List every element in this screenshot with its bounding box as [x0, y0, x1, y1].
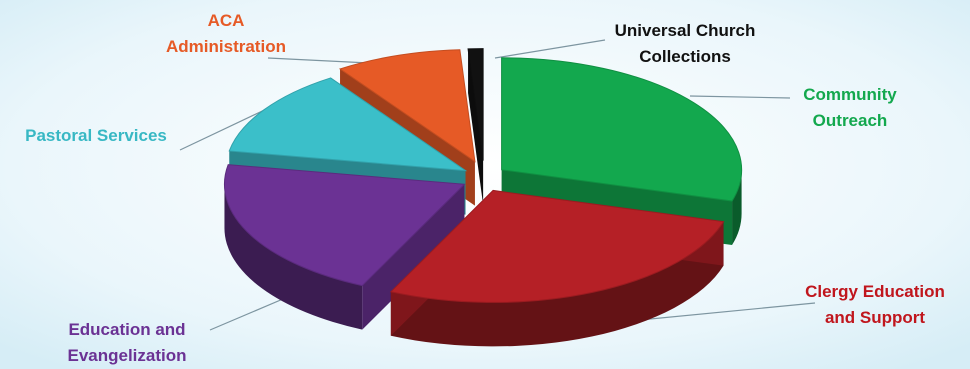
leader-line-clergy-education-and-support — [639, 302, 816, 321]
slice-pastoral-services — [228, 77, 468, 172]
slice-label-line: Evangelization — [67, 346, 186, 365]
slice-label-community-outreach: Community Outreach — [803, 85, 897, 130]
slice-side-clergy-education-and-support — [390, 221, 724, 347]
slice-label-aca-administration: ACA Administration — [166, 11, 286, 56]
slice-label-line: and Support — [825, 308, 925, 327]
leader-line-education-and-evangelization — [209, 295, 291, 331]
slice-side-education-and-evangelization — [224, 184, 363, 330]
slice-label-clergy-education-and-support: Clergy Education and Support — [805, 282, 945, 327]
slice-label-pastoral-services: Pastoral Services — [25, 126, 167, 145]
leader-line-universal-church-collections — [494, 39, 606, 59]
slice-tops — [224, 48, 743, 303]
slice-aca-administration — [338, 49, 476, 163]
leader-lines — [179, 39, 816, 331]
slice-education-and-evangelization — [224, 164, 466, 287]
slice-label-line: Universal Church — [615, 21, 756, 40]
slice-clergy-education-and-support — [389, 189, 725, 303]
slice-label-line: Clergy Education — [805, 282, 945, 301]
slice-community-outreach — [501, 57, 743, 202]
slice-label-line: Administration — [166, 37, 286, 56]
slice-label-line: Education and — [68, 320, 185, 339]
slice-label-universal-church-collections: Universal Church Collections — [615, 21, 756, 66]
slice-wall-education-and-evangelization — [362, 184, 465, 330]
slice-label-education-and-evangelization: Education and Evangelization — [67, 320, 186, 365]
slice-wall-universal-church-collections — [468, 48, 484, 205]
slice-label-line: Collections — [639, 47, 731, 66]
slice-label-line: Community — [803, 85, 897, 104]
slice-label-line: Outreach — [813, 111, 888, 130]
leader-line-community-outreach — [689, 95, 791, 99]
slice-labels: Community Outreach Clergy Education and Sup… — [25, 11, 945, 365]
slice-universal-church-collections — [467, 48, 484, 161]
leader-line-pastoral-services — [179, 104, 276, 151]
slice-label-line: Pastoral Services — [25, 126, 167, 145]
slice-side-community-outreach — [732, 169, 742, 246]
slice-label-line: ACA — [208, 11, 245, 30]
